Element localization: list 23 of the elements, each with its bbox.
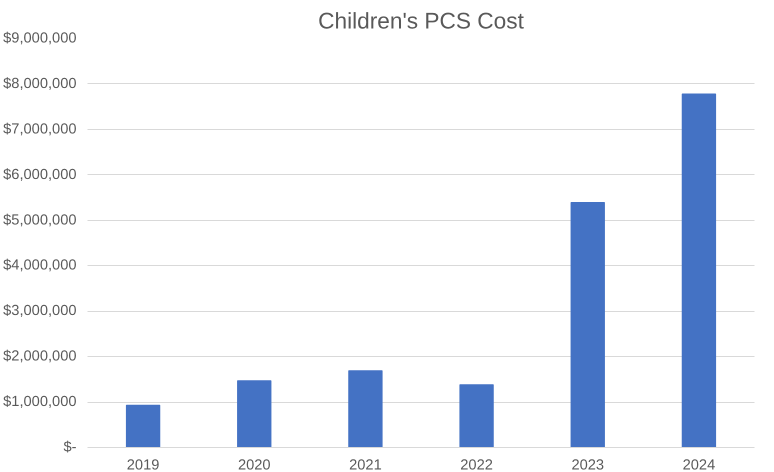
bar	[126, 404, 160, 448]
x-tick-label: 2020	[238, 458, 271, 472]
y-tick-label: $2,000,000	[3, 348, 77, 365]
y-tick-label: $6,000,000	[3, 166, 77, 183]
y-tick-label: $1,000,000	[3, 394, 77, 410]
y-tick-label: $3,000,000	[3, 303, 77, 320]
y-tick-label: $8,000,000	[3, 76, 77, 92]
x-tick-label: 2023	[571, 458, 604, 472]
bar	[459, 384, 494, 448]
x-tick-label: 2021	[349, 458, 382, 472]
x-tick-label: 2024	[682, 458, 716, 472]
bar	[237, 380, 272, 448]
bar	[570, 202, 605, 448]
chart-title: Children's PCS Cost	[318, 8, 525, 34]
bar	[682, 93, 716, 448]
bar	[348, 370, 383, 448]
x-tick-label: 2022	[460, 458, 493, 472]
y-tick-label: $9,000,000	[3, 30, 77, 46]
y-tick-label: $7,000,000	[3, 121, 77, 138]
y-tick-label: $4,000,000	[3, 258, 77, 274]
y-tick-label: $-	[63, 440, 77, 456]
x-tick-label: 2019	[126, 458, 160, 472]
y-tick-label: $5,000,000	[3, 212, 77, 228]
